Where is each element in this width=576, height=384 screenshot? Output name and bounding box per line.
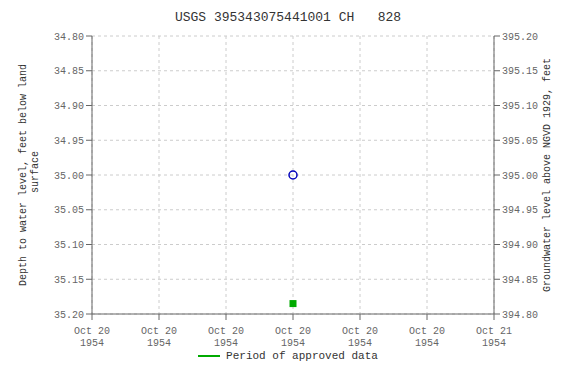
svg-text:35.15: 35.15 — [54, 275, 84, 286]
svg-text:394.95: 394.95 — [502, 205, 538, 216]
svg-text:395.00: 395.00 — [502, 171, 538, 182]
svg-text:34.80: 34.80 — [54, 32, 84, 43]
html-text:USGS 395343075441001 CH 828: USGS 395343075441001 CH 828 — [174, 10, 402, 25]
svg-text:34.90: 34.90 — [54, 101, 84, 112]
svg-text:35.00: 35.00 — [54, 171, 84, 182]
svg-text:35.20: 35.20 — [54, 310, 84, 321]
svg-text:Depth to water level, feet bel: Depth to water level, feet below land su… — [18, 64, 41, 286]
svg-text:Oct 211954: Oct 211954 — [476, 326, 512, 349]
svg-text:Oct 201954: Oct 201954 — [342, 326, 378, 349]
svg-text:395.20: 395.20 — [502, 32, 538, 43]
svg-text:395.05: 395.05 — [502, 136, 538, 147]
svg-text:Oct 201954: Oct 201954 — [409, 326, 445, 349]
svg-text:34.85: 34.85 — [54, 66, 84, 77]
html-text:Period of approved data: Period of approved data — [226, 350, 378, 362]
svg-text:394.90: 394.90 — [502, 240, 538, 251]
svg-text:35.05: 35.05 — [54, 205, 84, 216]
svg-text:35.10: 35.10 — [54, 240, 84, 251]
svg-text:Groundwater level above NGVD 1: Groundwater level above NGVD 1929, feet — [542, 58, 553, 292]
svg-text:34.95: 34.95 — [54, 136, 84, 147]
svg-text:394.80: 394.80 — [502, 310, 538, 321]
svg-text:Oct 201954: Oct 201954 — [208, 326, 244, 349]
svg-text:395.10: 395.10 — [502, 101, 538, 112]
svg-text:Oct 201954: Oct 201954 — [74, 326, 110, 349]
svg-text:Oct 201954: Oct 201954 — [141, 326, 177, 349]
svg-text:Oct 201954: Oct 201954 — [275, 326, 311, 349]
svg-text:394.85: 394.85 — [502, 275, 538, 286]
svg-text:395.15: 395.15 — [502, 66, 538, 77]
